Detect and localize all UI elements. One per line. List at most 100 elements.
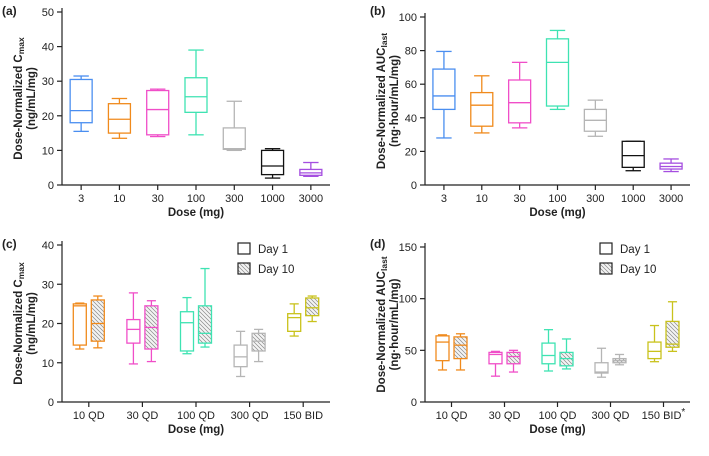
x-axis-title: Dose (mg) xyxy=(168,207,224,219)
legend-swatch xyxy=(237,242,251,255)
panel-label: (d) xyxy=(370,237,385,251)
y-axis-units: (ng/mL/mg) xyxy=(26,67,38,130)
significance-annotation: * xyxy=(681,407,685,418)
panel-label: (b) xyxy=(370,4,385,18)
box-3000 xyxy=(299,161,323,178)
x-tick-label: 100 xyxy=(187,193,205,205)
panel-a: (a) 0 10 20 30 40 50 3 10 30 100 300 1000 3000 Dose (m… xyxy=(2,4,330,219)
y-axis-title-subscript: last xyxy=(379,33,389,48)
panel-d: (d) 0 50 100 150 10 QD 30 QD 100 QD 300 QD 150 BI… xyxy=(370,237,690,436)
x-axis-title: Dose (mg) xyxy=(529,424,585,436)
x-tick-label: 30 QD xyxy=(489,410,521,422)
iqr-box xyxy=(179,311,195,352)
iqr-box xyxy=(507,79,532,124)
legend-label: Day 10 xyxy=(258,264,294,276)
x-tick-label: 150 BID xyxy=(283,410,323,422)
legend-swatch xyxy=(599,242,613,255)
box-300-qd-day10 xyxy=(612,353,627,366)
box-30-qd-day10 xyxy=(506,349,521,373)
box-300 xyxy=(222,100,246,152)
y-tick-label: 20 xyxy=(405,146,417,158)
iqr-box xyxy=(621,140,645,169)
x-tick-label: 300 QD xyxy=(231,410,269,422)
x-tick-label: 1000 xyxy=(260,193,284,205)
iqr-box xyxy=(69,78,93,124)
x-tick-label: 30 xyxy=(152,193,164,205)
legend-label: Day 1 xyxy=(258,244,288,256)
iqr-box xyxy=(184,77,208,113)
x-tick-label: 3000 xyxy=(659,193,683,205)
y-tick-label: 100 xyxy=(399,12,417,24)
box-100-qd-day10 xyxy=(559,338,574,370)
panel-c: (c) 0 10 20 30 40 10 QD 30 QD 100 QD 300 QD 150 BI… xyxy=(2,237,330,436)
y-axis-title: Dose-Normalized AUClast xyxy=(376,256,389,392)
x-axis-title: Dose (mg) xyxy=(529,207,585,219)
iqr-box xyxy=(305,297,320,317)
x-tick-label: 30 xyxy=(514,193,526,205)
y-tick-label: 50 xyxy=(42,7,54,19)
x-tick-label: 10 QD xyxy=(436,410,468,422)
x-tick-label: 10 QD xyxy=(73,410,105,422)
x-tick-label: 300 QD xyxy=(592,410,630,422)
y-tick-label: 0 xyxy=(48,397,54,409)
box-100 xyxy=(545,29,570,111)
y-axis-title-subscript: max xyxy=(16,262,26,279)
panel-b: (b) 0 20 40 60 80 100 3 10 30 100 300 1000 3000 Dose (… xyxy=(370,4,690,219)
box-150-bid-day10 xyxy=(665,301,680,353)
iqr-box xyxy=(541,342,556,365)
box-10-qd-day1 xyxy=(435,334,450,371)
y-axis-title: Dose-Normalized Cmax xyxy=(13,37,26,160)
box-150-bid-day10 xyxy=(305,295,320,323)
y-axis-title: Dose-Normalized Cmax xyxy=(13,262,26,385)
x-tick-label: 300 xyxy=(225,193,243,205)
iqr-box xyxy=(453,336,468,360)
y-axis-title-subscript: last xyxy=(379,256,389,271)
panel-label: (c) xyxy=(2,237,17,251)
x-tick-label: 150 BID* xyxy=(642,407,686,422)
y-tick-label: 30 xyxy=(42,76,54,88)
iqr-box xyxy=(432,68,456,111)
box-300-qd-day10 xyxy=(251,328,266,363)
box-1000 xyxy=(260,148,285,179)
y-tick-label: 40 xyxy=(405,113,417,125)
legend-swatch xyxy=(237,262,251,275)
iqr-box xyxy=(545,38,570,107)
box-300 xyxy=(583,99,608,137)
box-3 xyxy=(432,50,456,139)
iqr-box xyxy=(488,351,503,365)
x-tick-label: 3 xyxy=(441,193,447,205)
iqr-box xyxy=(90,299,105,342)
iqr-box xyxy=(72,303,87,346)
y-tick-label: 40 xyxy=(42,42,54,54)
iqr-box xyxy=(665,320,680,348)
x-tick-label: 10 xyxy=(113,193,125,205)
x-axis-title: Dose (mg) xyxy=(168,424,224,436)
x-tick-label: 30 QD xyxy=(127,410,159,422)
y-axis-title-subscript: max xyxy=(16,37,26,54)
box-100-qd-day1 xyxy=(541,329,556,372)
box-30-qd-day1 xyxy=(126,292,141,365)
iqr-box xyxy=(233,344,248,368)
x-tick-label: 300 xyxy=(586,193,604,205)
panel-label: (a) xyxy=(2,4,17,18)
y-tick-label: 60 xyxy=(405,79,417,91)
iqr-box xyxy=(146,89,170,136)
box-100-qd-day10 xyxy=(197,267,213,348)
y-axis-units: (ng·hour/mL/mg) xyxy=(389,55,401,147)
iqr-box xyxy=(260,149,285,176)
iqr-box xyxy=(107,103,132,134)
box-10-qd-day10 xyxy=(90,295,105,349)
box-10-qd-day1 xyxy=(72,302,87,350)
iqr-box xyxy=(251,332,266,352)
y-axis-title: Dose-Normalized AUClast xyxy=(376,33,389,169)
x-tick-label: 100 xyxy=(548,193,566,205)
box-300-qd-day1 xyxy=(233,330,248,378)
box-3000 xyxy=(659,158,683,173)
box-300-qd-day1 xyxy=(594,347,609,378)
y-tick-label: 0 xyxy=(411,180,417,192)
legend-label: Day 10 xyxy=(620,264,656,276)
x-tick-label: 1000 xyxy=(621,193,645,205)
y-tick-label: 150 xyxy=(399,242,417,254)
iqr-box xyxy=(594,362,609,374)
